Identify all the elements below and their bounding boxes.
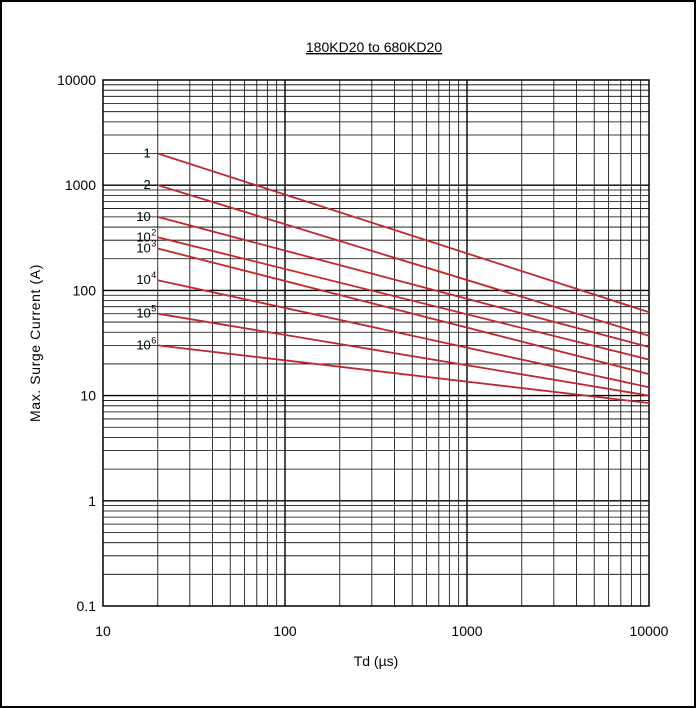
- x-tick-labels: 10 100 1000 10000: [95, 623, 668, 639]
- series-line: [157, 247, 650, 375]
- y-tick-label: 1000: [65, 177, 96, 193]
- series-label: 10: [136, 272, 150, 287]
- y-tick-label: 0.1: [77, 598, 97, 614]
- series-label: 1: [144, 146, 151, 161]
- x-tick-label: 100: [273, 623, 297, 639]
- series-line: [157, 236, 650, 361]
- y-tick-label: 100: [73, 282, 97, 298]
- x-tick-label: 10000: [630, 623, 669, 639]
- series-line: [157, 216, 650, 348]
- series-label: 10: [136, 241, 150, 256]
- series-label-exponent: 2: [151, 227, 156, 237]
- series-label-exponent: 4: [151, 270, 156, 280]
- series-line: [157, 184, 650, 337]
- y-tick-labels: 0.1 1 10 100 1000 10000: [57, 72, 96, 614]
- chart-title: 180KD20 to 680KD20: [306, 39, 442, 55]
- series-label: 10: [136, 229, 150, 244]
- series-lines: [157, 152, 650, 404]
- series-label: 10: [136, 306, 150, 321]
- series-label-exponent: 3: [151, 239, 156, 249]
- y-axis-label: Max. Surge Current (A): [27, 264, 43, 422]
- plot-area: [102, 79, 650, 607]
- y-tick-label: 10: [80, 388, 96, 404]
- series-line: [157, 279, 650, 389]
- y-tick-label: 10000: [57, 72, 96, 88]
- series-label: 10: [136, 209, 150, 224]
- series-label: 10: [136, 337, 150, 352]
- series-label-exponent: 6: [151, 335, 156, 345]
- grid-lines: [103, 80, 649, 606]
- series-line: [157, 344, 650, 404]
- x-tick-label: 10: [95, 623, 111, 639]
- series-line: [157, 152, 650, 314]
- x-axis-label: Td (µs): [354, 653, 399, 669]
- series-label: 2: [144, 177, 151, 192]
- series-label-exponent: 5: [151, 304, 156, 314]
- x-tick-label: 1000: [451, 623, 482, 639]
- y-tick-label: 1: [88, 493, 96, 509]
- series-line: [157, 312, 650, 397]
